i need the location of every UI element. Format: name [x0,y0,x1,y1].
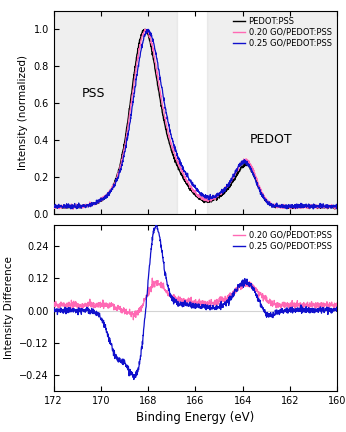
Bar [207,11,337,214]
Legend: PEDOT:PSS, 0.20 GO/PEDOT:PSS, 0.25 GO/PEDOT:PSS: PEDOT:PSS, 0.20 GO/PEDOT:PSS, 0.25 GO/PE… [231,15,333,50]
Y-axis label: Intensity Difference: Intensity Difference [3,257,13,359]
Legend: 0.20 GO/PEDOT:PSS, 0.25 GO/PEDOT:PSS: 0.20 GO/PEDOT:PSS, 0.25 GO/PEDOT:PSS [231,229,333,252]
Bar [54,11,176,214]
Text: PEDOT: PEDOT [250,133,292,146]
X-axis label: Binding Energy (eV): Binding Energy (eV) [136,411,255,424]
Y-axis label: Intensity (normalized): Intensity (normalized) [18,55,28,170]
Text: PSS: PSS [82,87,106,100]
